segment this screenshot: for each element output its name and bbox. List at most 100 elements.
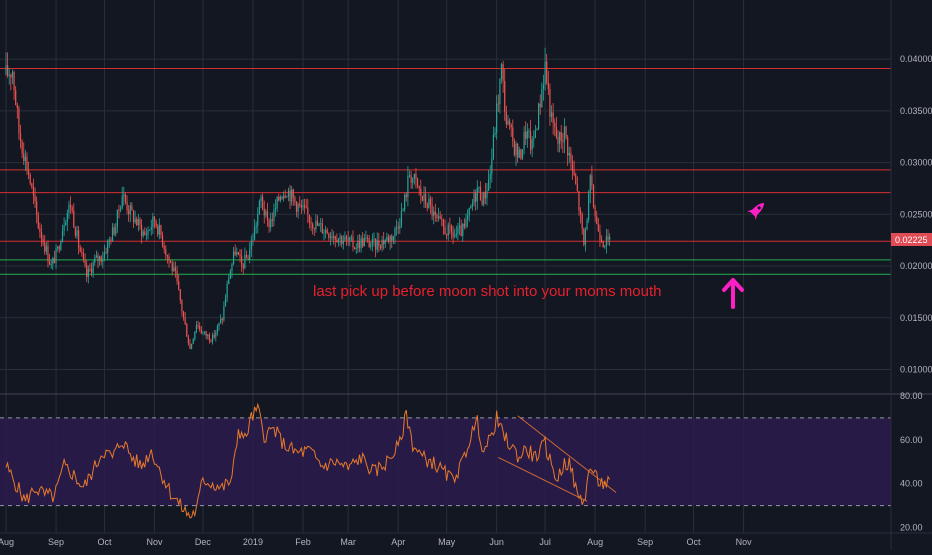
candle-body-135 xyxy=(223,306,225,321)
candle-body-133 xyxy=(220,318,222,323)
candle-body-203 xyxy=(333,236,335,238)
candle-body-173 xyxy=(284,195,286,198)
candle-body-341 xyxy=(555,127,557,137)
candle-body-26 xyxy=(47,246,49,262)
candle-body-67 xyxy=(113,227,115,235)
candle-body-7 xyxy=(16,104,18,108)
candle-body-96 xyxy=(160,224,162,236)
rocket-fin-left xyxy=(747,209,754,213)
candle-body-18 xyxy=(34,195,36,202)
candle-body-348 xyxy=(567,137,569,156)
candle-body-306 xyxy=(499,79,501,105)
rsi-trendlines[interactable] xyxy=(498,415,617,502)
candle-body-268 xyxy=(437,216,440,218)
candle-body-169 xyxy=(278,196,280,201)
candle-body-374 xyxy=(609,236,611,240)
candle-body-54 xyxy=(92,262,94,273)
candle-body-370 xyxy=(602,241,604,248)
candle-body-33 xyxy=(58,246,60,250)
candle-body-276 xyxy=(450,225,453,232)
candle-body-177 xyxy=(291,189,293,202)
candlestick-series xyxy=(5,47,611,350)
time-tick-13: Sep xyxy=(637,537,653,547)
candle-body-113 xyxy=(187,336,189,344)
candle-body-120 xyxy=(199,325,201,330)
candle-body-263 xyxy=(429,198,432,205)
rsi-axis[interactable]: 80.00 60.00 40.00 20.00 xyxy=(900,391,923,533)
candle-body-3 xyxy=(10,75,12,78)
candle-body-227 xyxy=(371,239,373,245)
candle-body-90 xyxy=(150,227,152,230)
candle-body-101 xyxy=(168,256,170,261)
candle-body-340 xyxy=(554,122,556,128)
candle-body-145 xyxy=(239,254,241,257)
candle-body-199 xyxy=(326,229,328,234)
candle-body-123 xyxy=(203,331,206,333)
candle-body-373 xyxy=(607,236,609,240)
candle-body-138 xyxy=(228,278,230,284)
candle-body-259 xyxy=(423,194,425,201)
candle-body-343 xyxy=(559,131,561,144)
candle-body-61 xyxy=(103,252,106,259)
candle-body-24 xyxy=(44,242,46,252)
candle-body-320 xyxy=(521,149,524,159)
candle-body-264 xyxy=(431,204,433,217)
candle-body-183 xyxy=(300,204,302,208)
candle-body-355 xyxy=(578,191,580,211)
horizontal-levels[interactable] xyxy=(0,67,891,275)
candle-body-279 xyxy=(455,233,457,236)
candle-body-100 xyxy=(166,254,168,257)
candle-body-267 xyxy=(436,214,438,218)
candle-body-351 xyxy=(571,160,574,171)
annotation-text[interactable]: last pick up before moon shot into your … xyxy=(313,283,662,300)
candle-body-371 xyxy=(604,246,606,248)
price-tick-6: 0.01000 xyxy=(900,364,932,374)
candle-body-338 xyxy=(550,112,553,117)
candle-body-178 xyxy=(292,189,294,198)
candle-body-242 xyxy=(395,227,398,229)
candle-body-150 xyxy=(247,258,249,260)
candle-body-317 xyxy=(517,143,519,158)
candle-body-163 xyxy=(268,220,270,228)
candle-body-0 xyxy=(5,65,7,75)
candle-body-5 xyxy=(13,72,15,91)
candle-body-273 xyxy=(446,234,448,236)
candle-body-218 xyxy=(357,240,359,248)
candle-body-147 xyxy=(242,264,244,269)
candle-body-222 xyxy=(363,238,365,247)
candle-body-236 xyxy=(386,236,388,241)
candle-body-76 xyxy=(128,210,130,215)
candle-body-153 xyxy=(252,239,254,241)
candle-body-49 xyxy=(84,259,86,266)
up-arrow-icon[interactable] xyxy=(722,278,744,309)
candle-body-55 xyxy=(94,257,96,263)
candle-body-304 xyxy=(496,103,498,133)
candle-body-134 xyxy=(221,318,223,321)
candle-body-248 xyxy=(405,194,407,198)
candle-body-99 xyxy=(165,249,167,255)
candle-body-193 xyxy=(316,220,319,226)
candle-body-282 xyxy=(460,225,462,236)
candle-body-366 xyxy=(596,216,598,224)
price-axis[interactable]: 0.04000 0.03500 0.03000 0.02500 0.02000 0.015… xyxy=(900,54,932,374)
candle-body-81 xyxy=(136,218,138,226)
candle-body-235 xyxy=(384,240,386,244)
rocket-icon[interactable] xyxy=(747,199,768,220)
candle-body-36 xyxy=(63,225,65,231)
candle-body-188 xyxy=(308,214,311,223)
candle-body-39 xyxy=(68,204,70,213)
time-axis[interactable]: Aug Sep Oct Nov Dec 2019 Feb Mar Apr May Jun Jul Aug… xyxy=(0,537,752,547)
candle-body-356 xyxy=(579,210,582,215)
candle-body-232 xyxy=(379,246,382,249)
candle-body-281 xyxy=(458,225,461,228)
candle-body-234 xyxy=(383,240,385,244)
candle-body-324 xyxy=(528,130,530,132)
candle-body-46 xyxy=(79,247,81,252)
candle-body-301 xyxy=(491,159,493,175)
candle-body-290 xyxy=(473,193,475,204)
rsi-trendline-1 xyxy=(498,456,588,502)
candle-body-253 xyxy=(413,173,415,179)
candle-body-148 xyxy=(244,254,246,269)
